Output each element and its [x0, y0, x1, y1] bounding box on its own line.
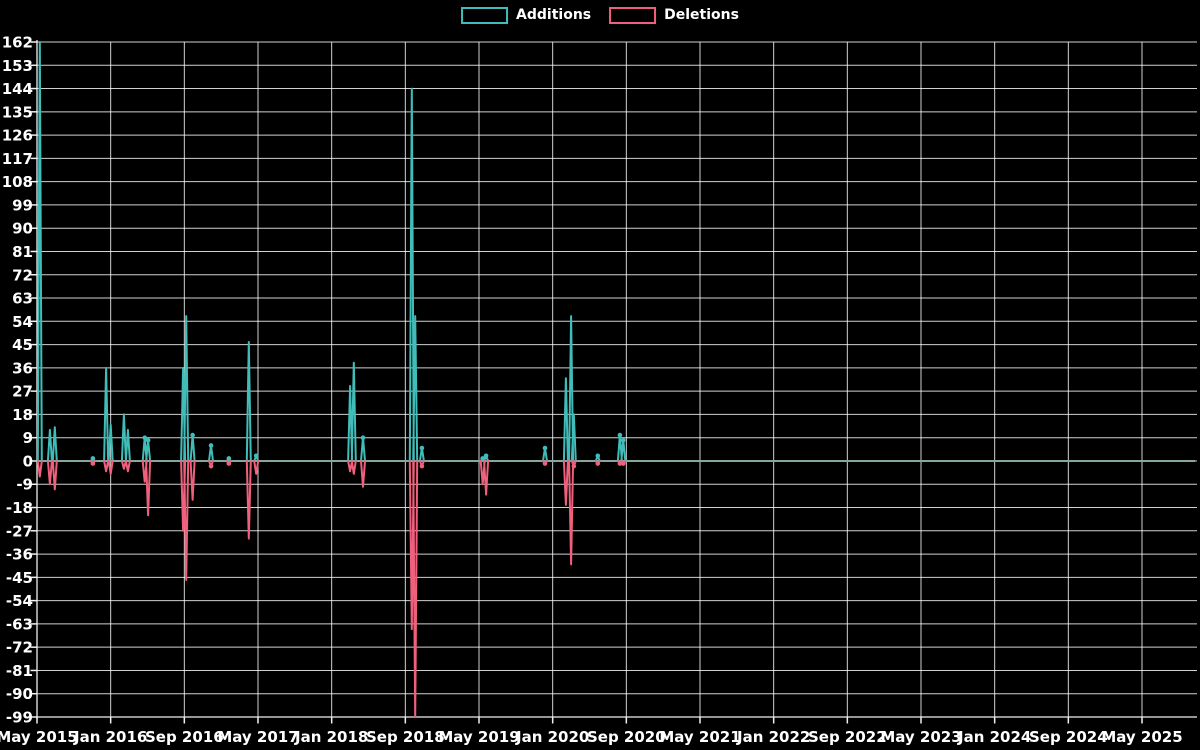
y-tick-label: 126 — [2, 127, 33, 145]
y-tick-label: -45 — [6, 569, 33, 587]
x-tick-label: Jan 2016 — [73, 728, 147, 746]
data-point-marker — [483, 453, 489, 459]
y-tick-label: -9 — [16, 476, 33, 494]
y-tick-label: -18 — [6, 499, 33, 517]
y-tick-label: 144 — [2, 80, 33, 98]
data-point-marker — [208, 463, 214, 469]
data-point-marker — [480, 456, 485, 461]
data-point-marker — [620, 437, 626, 443]
data-point-marker — [542, 461, 548, 466]
y-tick-label: 9 — [23, 429, 33, 447]
data-point-marker — [620, 461, 626, 466]
additions-swatch-icon — [461, 7, 509, 24]
data-point-marker — [226, 461, 232, 466]
x-tick-label: May 2019 — [438, 728, 519, 746]
x-tick-label: May 2021 — [659, 728, 740, 746]
y-tick-label: 117 — [2, 150, 33, 168]
y-tick-label: 36 — [12, 359, 33, 377]
data-point-marker — [571, 463, 577, 469]
x-tick-label: Sep 2018 — [366, 728, 445, 746]
chart-legend: Additions Deletions — [461, 7, 739, 24]
data-point-marker — [142, 435, 148, 440]
y-tick-label: 18 — [12, 406, 33, 424]
additions-legend-label: Additions — [516, 7, 592, 23]
x-tick-label: Jan 2024 — [957, 728, 1031, 746]
y-tick-label: 72 — [12, 266, 33, 284]
y-tick-label: -27 — [6, 522, 33, 540]
x-tick-label: Sep 2024 — [1029, 728, 1108, 746]
x-tick-label: May 2017 — [217, 728, 298, 746]
y-tick-label: 153 — [2, 57, 33, 75]
y-tick-label: 81 — [12, 243, 33, 261]
data-point-marker — [419, 463, 425, 469]
y-tick-label: -72 — [6, 639, 33, 657]
x-tick-label: May 2023 — [880, 728, 961, 746]
data-point-marker — [90, 456, 96, 461]
y-tick-label: 0 — [23, 452, 33, 470]
x-tick-label: Sep 2022 — [808, 728, 887, 746]
data-point-marker — [208, 443, 214, 448]
data-point-marker — [90, 461, 96, 466]
data-point-marker — [617, 461, 623, 466]
y-tick-label: -63 — [6, 615, 33, 633]
deletions-swatch-icon — [609, 7, 657, 24]
y-tick-label: 99 — [12, 196, 33, 214]
legend-item-additions[interactable]: Additions — [461, 7, 591, 24]
data-point-marker — [226, 456, 232, 461]
legend-item-deletions[interactable]: Deletions — [609, 7, 739, 24]
y-tick-label: -99 — [6, 709, 33, 727]
data-point-marker — [542, 445, 548, 451]
x-tick-label: Sep 2016 — [145, 728, 224, 746]
y-tick-label: 63 — [12, 290, 33, 308]
y-tick-label: 90 — [12, 220, 33, 238]
y-tick-label: 45 — [12, 336, 33, 354]
y-tick-label: 54 — [12, 313, 33, 331]
y-tick-label: 135 — [2, 103, 33, 121]
data-point-marker — [253, 453, 259, 459]
x-tick-label: Sep 2020 — [587, 728, 666, 746]
x-tick-label: Jan 2018 — [294, 728, 368, 746]
deletions-legend-label: Deletions — [664, 7, 739, 23]
data-point-marker — [595, 461, 601, 466]
x-tick-label: Jan 2020 — [515, 728, 589, 746]
y-tick-label: -54 — [6, 592, 33, 610]
y-tick-label: 108 — [2, 173, 33, 191]
data-point-marker — [145, 437, 151, 443]
data-point-marker — [617, 432, 623, 438]
data-point-marker — [419, 445, 425, 451]
x-tick-label: May 2025 — [1101, 728, 1182, 746]
data-point-marker — [595, 453, 601, 459]
y-tick-label: -36 — [6, 546, 33, 564]
y-tick-label: 162 — [2, 34, 33, 52]
y-tick-label: -81 — [6, 662, 33, 680]
y-tick-label: 27 — [12, 383, 33, 401]
data-point-marker — [190, 432, 195, 438]
x-tick-label: May 2015 — [0, 728, 78, 746]
data-point-marker — [360, 435, 366, 440]
y-tick-label: -90 — [6, 685, 33, 703]
x-tick-label: Jan 2022 — [736, 728, 810, 746]
